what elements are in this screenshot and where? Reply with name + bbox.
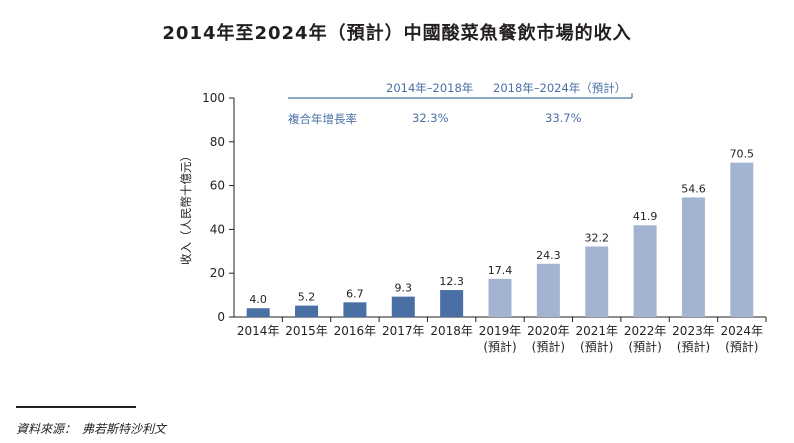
x-tick-label: 2020年: [527, 324, 570, 338]
bar-value-label: 32.2: [584, 231, 609, 244]
bar-value-label: 70.5: [730, 148, 755, 161]
bar-value-label: 4.0: [249, 293, 267, 306]
x-tick-label: 2016年: [334, 324, 377, 338]
chart-title: 2014年至2024年（預計）中國酸菜魚餐飲市場的收入: [162, 23, 632, 44]
x-tick-label: (預計): [628, 339, 661, 354]
cagr-value-1: 32.3%: [412, 111, 449, 125]
bar: [246, 308, 270, 317]
y-axis-label: 收入（人民幣十億元）: [179, 150, 193, 265]
cagr-row-label: 複合年增長率: [288, 112, 357, 126]
x-tick-label: 2019年: [479, 324, 522, 338]
cagr-period-label-2: 2018年–2024年（預計）: [493, 81, 627, 95]
y-tick-label: 60: [210, 179, 225, 193]
x-tick-label: 2021年: [575, 324, 618, 338]
bar: [343, 302, 367, 317]
x-tick-label: 2024年: [721, 324, 764, 338]
bar: [536, 263, 560, 317]
bar: [295, 305, 319, 317]
source-divider: [16, 406, 136, 408]
bar: [633, 225, 657, 317]
bar-value-label: 12.3: [439, 275, 464, 288]
bar: [585, 246, 609, 317]
y-tick-label: 20: [210, 266, 225, 280]
bar-value-label: 17.4: [488, 264, 513, 277]
x-tick-label: 2023年: [672, 324, 715, 338]
bar: [391, 296, 415, 317]
x-tick-label: 2018年: [430, 324, 473, 338]
bar-value-label: 6.7: [346, 287, 364, 300]
y-tick-label: 100: [202, 91, 225, 105]
bar: [681, 197, 705, 317]
bar-value-label: 9.3: [395, 282, 413, 295]
cagr-period-label-1: 2014年–2018年: [386, 81, 474, 95]
bar-value-label: 54.6: [681, 182, 706, 195]
y-tick-label: 80: [210, 135, 225, 149]
x-tick-label: 2017年: [382, 324, 425, 338]
cagr-value-2: 33.7%: [545, 111, 582, 125]
bar-value-label: 41.9: [633, 210, 658, 223]
bar-value-label: 24.3: [536, 249, 561, 262]
x-tick-label: (預計): [677, 339, 710, 354]
y-tick-label: 40: [210, 222, 225, 236]
y-tick-label: 0: [217, 310, 225, 324]
bar: [440, 290, 464, 317]
x-tick-label: (預計): [483, 339, 516, 354]
x-tick-label: 2014年: [237, 324, 280, 338]
x-tick-label: (預計): [532, 339, 565, 354]
bar-value-label: 5.2: [298, 291, 316, 304]
bar: [730, 162, 754, 317]
x-tick-label: 2015年: [285, 324, 328, 338]
source-note: 資料來源： 弗若斯特沙利文: [16, 422, 167, 436]
x-tick-label: (預計): [580, 339, 613, 354]
bar: [488, 278, 512, 317]
x-tick-label: (預計): [725, 339, 758, 354]
x-tick-label: 2022年: [624, 324, 667, 338]
